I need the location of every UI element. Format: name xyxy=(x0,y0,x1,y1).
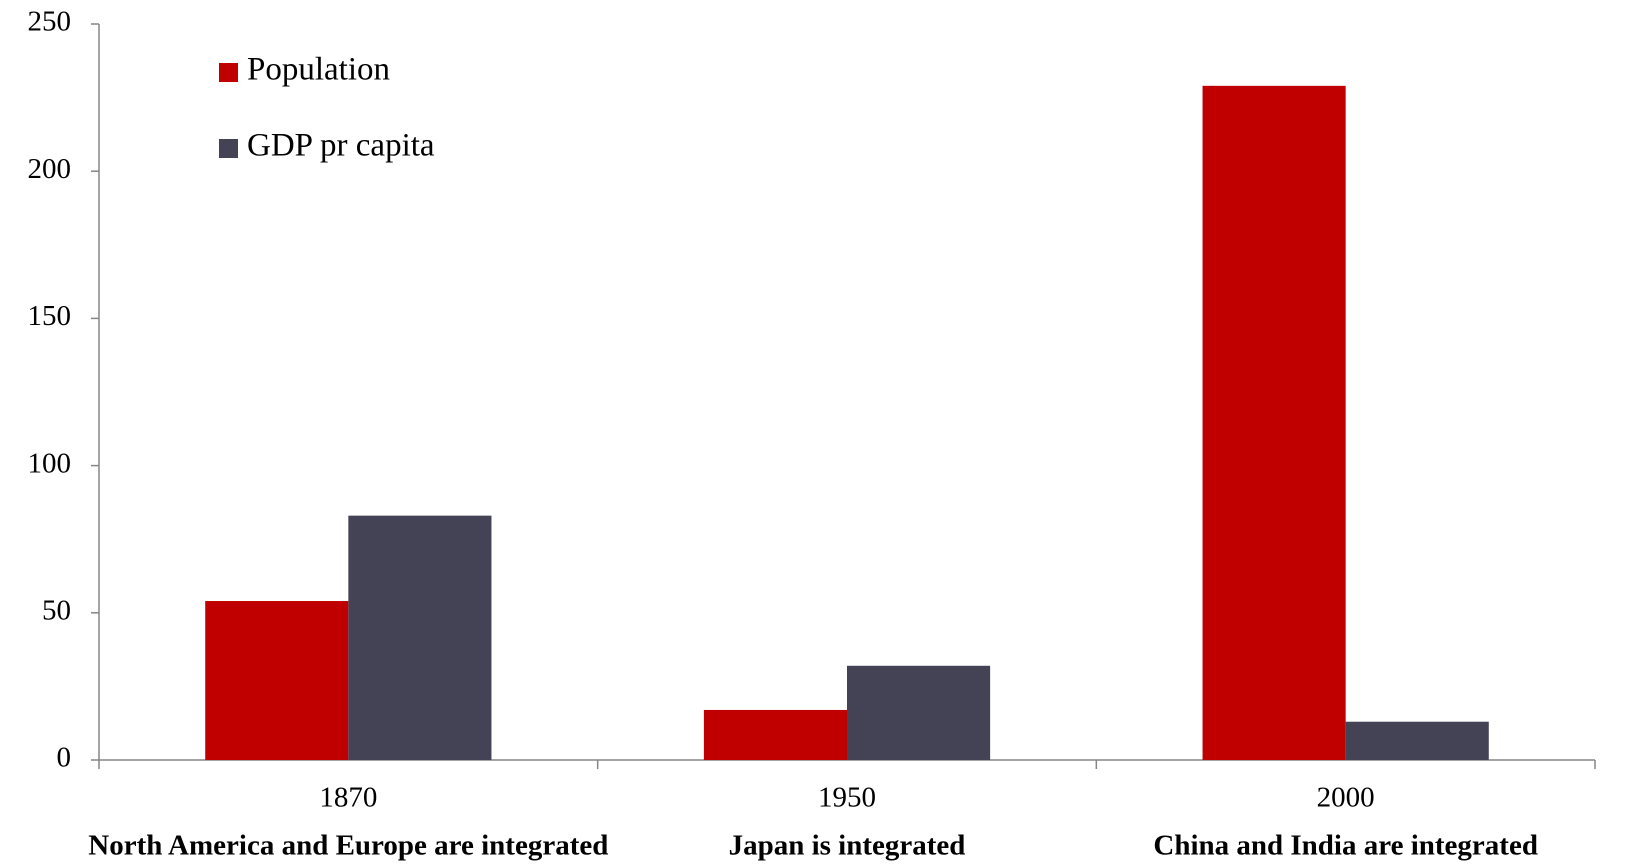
bar xyxy=(1345,721,1489,760)
annotation: North America and Europe are integrated xyxy=(88,830,608,862)
annotation: China and India are integrated xyxy=(1153,830,1538,862)
y-tick-label: 50 xyxy=(42,594,71,626)
bar xyxy=(703,709,847,760)
x-tick-label: 2000 xyxy=(1317,782,1375,814)
x-tick-label: 1870 xyxy=(319,782,377,814)
bar xyxy=(847,665,991,760)
y-tick-label: 200 xyxy=(28,153,72,185)
bar xyxy=(348,515,492,760)
bar xyxy=(1202,85,1346,761)
y-tick-label: 0 xyxy=(57,742,72,774)
y-tick-label: 100 xyxy=(28,447,72,479)
y-tick-label: 250 xyxy=(28,6,72,38)
legend-swatch xyxy=(219,63,238,82)
legend-swatch xyxy=(219,139,238,158)
x-tick-label: 1950 xyxy=(818,782,876,814)
legend-label: GDP pr capita xyxy=(247,128,435,164)
annotation: Japan is integrated xyxy=(729,830,966,862)
y-tick-label: 150 xyxy=(28,300,72,332)
legend-label: Population xyxy=(247,52,390,88)
bar xyxy=(205,601,349,760)
